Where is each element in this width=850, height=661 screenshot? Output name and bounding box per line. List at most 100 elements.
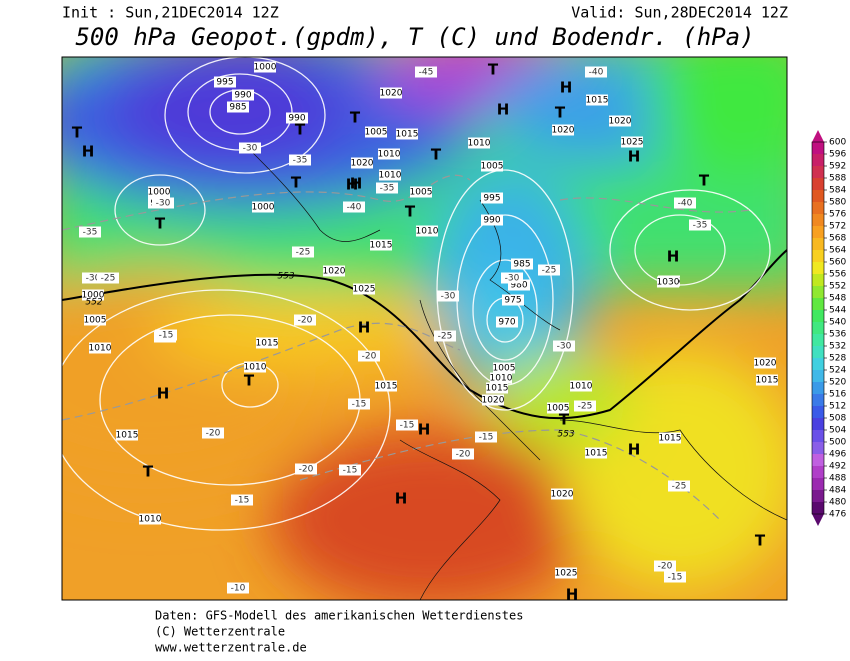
colorbar-tick-label: 524 (829, 366, 846, 376)
temperature-label-box (434, 330, 456, 342)
temperature-label: -30 (156, 199, 171, 209)
colorbar-tick-label: 548 (829, 294, 846, 304)
isobar-label: 1020 (754, 359, 777, 369)
isobar-label-box (609, 115, 631, 127)
isobar-label: 1025 (621, 138, 644, 148)
temperature-label-box (82, 272, 104, 284)
isobar-label: 1000 (82, 291, 105, 301)
isobar-label: 1015 (370, 241, 393, 251)
colorbar-segment (812, 262, 824, 275)
pressure-center: T (244, 372, 255, 390)
temperature-label: -15 (352, 400, 367, 410)
temperature-label-box (501, 272, 523, 284)
colorbar-segment (812, 502, 824, 515)
colorbar-segment (812, 370, 824, 383)
temperature-label: -35 (293, 156, 308, 166)
temperature-label: -20 (658, 562, 673, 572)
pressure-center: T (350, 109, 361, 127)
isobar-label: 1010 (139, 515, 162, 525)
isobar-label-box (89, 342, 111, 354)
colorbar-segment (812, 394, 824, 407)
isobar-label-box (493, 362, 515, 374)
footer-source: Daten: GFS-Modell des amerikanischen Wet… (155, 609, 523, 623)
isobar-label: 1020 (609, 117, 632, 127)
isobar-label-box (657, 276, 679, 288)
colorbar-tick-label: 504 (829, 426, 846, 436)
temperature-label: -25 (101, 274, 116, 284)
colorbar-segment (812, 358, 824, 371)
isobar-label: 995 (216, 78, 233, 88)
isobar-label: 970 (498, 318, 515, 328)
temperature-label-box (227, 582, 249, 594)
isobar-label: 1015 (659, 434, 682, 444)
isobar-label: 1010 (378, 150, 401, 160)
temperature-label: -25 (672, 482, 687, 492)
pressure-center: T (699, 172, 710, 190)
isobar-label: 975 (504, 296, 521, 306)
colorbar-tick-label: 596 (829, 150, 846, 160)
pressure-center: H (350, 175, 363, 193)
isobar-label: 1005 (410, 188, 433, 198)
colorbar-segment (812, 226, 824, 239)
temperature-label: -30 (505, 274, 520, 284)
isobar-label: 1000 (254, 63, 277, 73)
temperature-label-box (343, 201, 365, 213)
temperature-label: -25 (578, 402, 593, 412)
colorbar-segment (812, 430, 824, 443)
colorbar-tick-label: 516 (829, 390, 846, 400)
pressure-center: H (497, 101, 510, 119)
pressure-center: T (291, 174, 302, 192)
colorbar-segment (812, 382, 824, 395)
colorbar-segment (812, 154, 824, 167)
isobar-label-box (323, 265, 345, 277)
colorbar-tick-label: 544 (829, 306, 846, 316)
colorbar-tick-label: 520 (829, 378, 846, 388)
isobar-label-box (555, 567, 577, 579)
isobar-label-box (139, 513, 161, 525)
isobar-label-box (756, 374, 778, 386)
isobar-label-box (370, 239, 392, 251)
colorbar-tick-label: 496 (829, 450, 846, 460)
isobar-label: 1005 (493, 364, 516, 374)
pressure-center: H (358, 319, 371, 337)
isobar-label: 1015 (586, 96, 609, 106)
isobar-label: 1010 (89, 344, 112, 354)
isobar-label: 1020 (552, 126, 575, 136)
colorbar-segment (812, 238, 824, 251)
temperature-label-box (674, 197, 696, 209)
isobar-label: 990 (234, 91, 251, 101)
colorbar-tick-label: 488 (829, 474, 846, 484)
isobar-label: 1000 (252, 203, 275, 213)
pressure-center: T (431, 146, 442, 164)
isobar-label-box (482, 394, 504, 406)
isobar-label: 1020 (351, 159, 374, 169)
isobar-label-box (570, 380, 592, 392)
isobar-label-box (252, 201, 274, 213)
temperature-label-box (654, 560, 676, 572)
isobar-label: 985 (229, 103, 246, 113)
temperature-label: -25 (542, 266, 557, 276)
isobar-label-box (511, 258, 533, 270)
isobar-label-box (244, 361, 266, 373)
colorbar-tick-label: 512 (829, 402, 846, 412)
footer-copyright: (C) Wetterzentrale (155, 625, 285, 639)
isobar-label: 990 (288, 114, 305, 124)
isobar-label-box (256, 337, 278, 349)
isobar-label: 1005 (547, 404, 570, 414)
isobar-label: 1020 (380, 89, 403, 99)
isobar-label-box (481, 160, 503, 172)
temperature-label-box (376, 182, 398, 194)
temperature-label: -30 (557, 342, 572, 352)
isobar-label-box (481, 192, 503, 204)
isobar-label: 1015 (256, 339, 279, 349)
colorbar-segment (812, 142, 824, 155)
temperature-label: -20 (298, 316, 313, 326)
temperature-label-box (239, 142, 261, 154)
isobar-label: 1025 (353, 285, 376, 295)
isobar-label-box (286, 112, 308, 124)
colorbar-tick-label: 568 (829, 234, 846, 244)
isobar-label-box (351, 157, 373, 169)
colorbar-segment (812, 274, 824, 287)
temperature-label-box (689, 219, 711, 231)
temperature-label-box (294, 314, 316, 326)
